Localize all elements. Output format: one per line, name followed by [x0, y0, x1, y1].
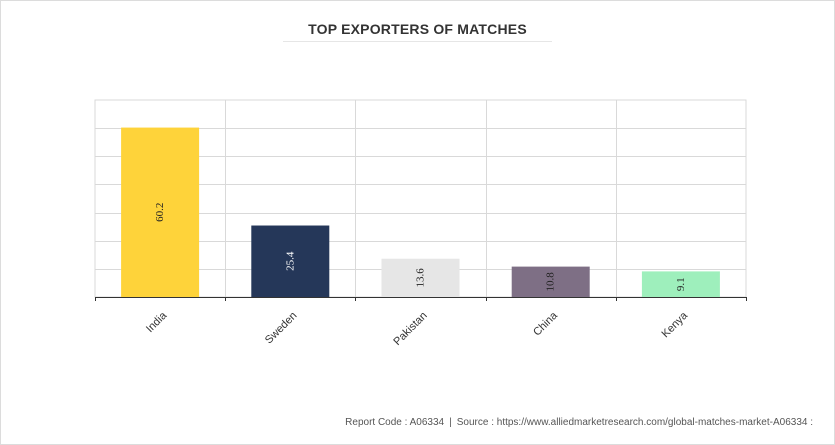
bar-sweden[interactable] — [251, 225, 330, 297]
data-label: 9.1 — [675, 277, 687, 291]
data-label: 10.8 — [545, 272, 557, 292]
x-tick-label: China — [531, 309, 560, 338]
footer-source: Report Code : A06334 | Source : https://ww… — [345, 417, 813, 428]
data-label: 60.2 — [154, 203, 166, 222]
bar-kenya[interactable] — [641, 271, 720, 297]
data-label: 25.4 — [284, 251, 296, 271]
x-tick-label: Pakistan — [391, 310, 429, 348]
x-tick-label: Sweden — [263, 310, 300, 347]
bar-china[interactable] — [511, 266, 590, 297]
x-tick-label: India — [144, 309, 170, 335]
title-underline — [283, 41, 552, 42]
chart-title: TOP EXPORTERS OF MATCHES — [308, 21, 527, 37]
source-link[interactable]: Source : https://www.alliedmarketresearc… — [456, 417, 813, 428]
footer-separator: | — [449, 417, 452, 428]
report-code: Report Code : A06334 — [345, 417, 445, 428]
data-label: 13.6 — [415, 268, 427, 288]
bar-pakistan[interactable] — [381, 258, 460, 297]
x-tick-label: Kenya — [660, 309, 691, 340]
bar-india[interactable] — [121, 127, 200, 297]
